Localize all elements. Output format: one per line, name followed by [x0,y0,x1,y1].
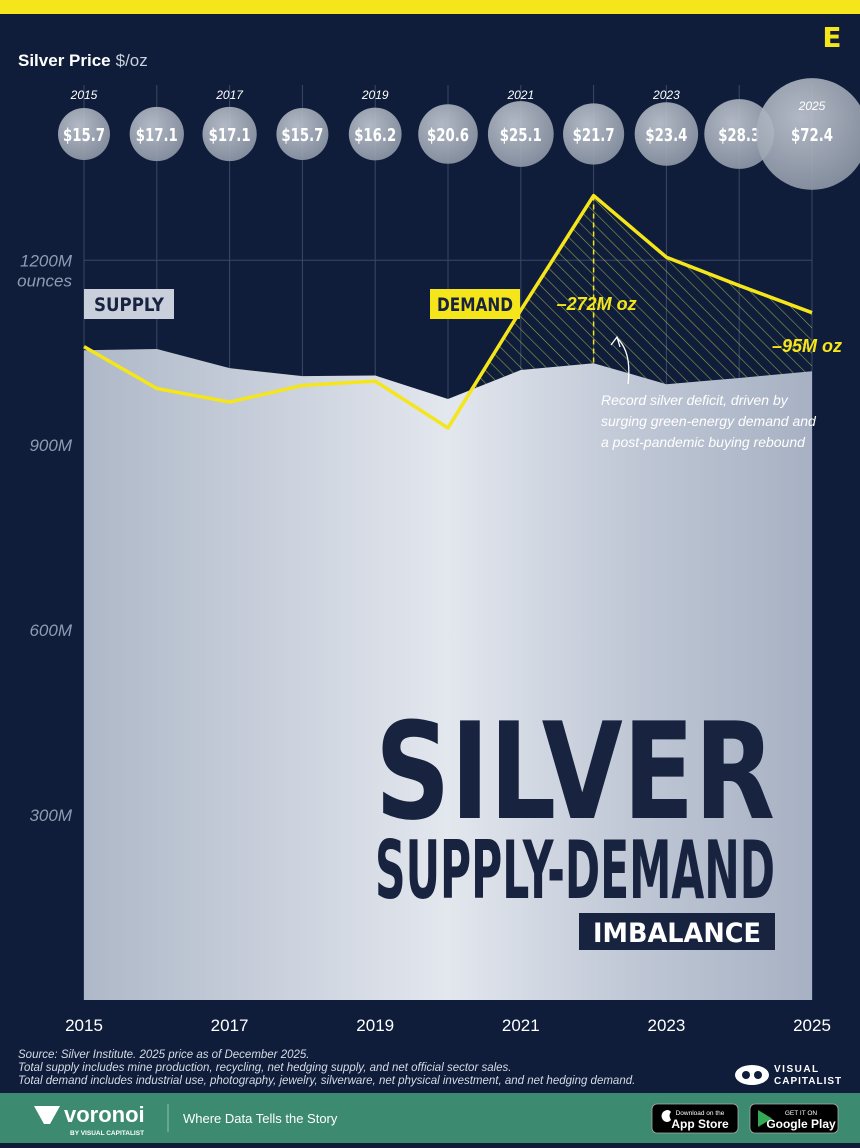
title: SILVER [375,694,775,850]
deficit-hatch [84,195,812,428]
y-tick-label: 900M [29,436,72,455]
logo: E [822,21,841,54]
x-tick-label: 2021 [502,1016,540,1035]
bubble-year-label: 2015 [70,88,98,102]
price-label: $21.7 [573,125,615,146]
voronoi-icon [34,1106,60,1124]
annotation-arrow [616,337,630,385]
price-bubble [704,99,775,169]
price-label: $28.3 [718,125,760,146]
brand-icon-eye [742,1071,750,1079]
price-label: $16.2 [354,125,396,146]
price-label: $23.4 [645,125,687,146]
app-store-label: App Store [671,1117,729,1131]
app-store-button[interactable] [651,1103,739,1134]
google-play-button[interactable] [749,1103,839,1134]
x-tick-label: 2023 [647,1016,685,1035]
apple-icon [661,1110,671,1122]
price-bubble [276,108,329,160]
brand-icon [735,1065,769,1085]
demand-label-box [430,289,520,319]
x-tick-label: 2025 [793,1016,831,1035]
subtitle-box [579,913,775,950]
annotation-note: surging green-energy demand and [601,413,817,429]
annotation-arrowhead [610,335,621,348]
demand-label: DEMAND [437,294,513,316]
source-note: Source: Silver Institute. 2025 price as … [18,1049,310,1061]
play-icon [758,1110,772,1127]
y-tick-label: 300M [29,806,72,825]
subtitle2: IMBALANCE [593,918,761,949]
price-bubble [563,103,625,165]
deficit-label: –272M oz [557,294,637,314]
app-store-small: Download on the [676,1110,725,1117]
bubble-year-label: 2017 [215,88,244,102]
bubble-year-label: 2023 [652,88,680,102]
subtitle: SUPPLY-DEMAND [375,824,775,917]
y-tick-label: 600M [29,621,72,640]
price-bubble [756,78,860,190]
y-tick-label: 1200M [20,251,73,270]
price-label: $17.1 [136,125,178,146]
supply-label-box [84,289,174,319]
demand-line [83,193,813,430]
top-bar [0,0,860,14]
supply-note: Total supply includes mine production, r… [18,1062,512,1074]
bubble-year-label: 2019 [361,88,389,102]
y-unit: ounces [17,271,72,290]
price-bubbles: $15.7 $17.1 $17.1 $15.7 $16.2 $20.6 $25.1 $21.7… [58,78,860,190]
price-heading: Silver Price $/oz [18,51,148,70]
annotation-note: a post-pandemic buying rebound [601,434,806,450]
price-label: $15.7 [281,125,323,146]
price-bubble [487,101,554,167]
price-bubble [418,104,478,164]
footer-by: BY VISUAL CAPITALIST [70,1130,144,1137]
footer-name: voronoi [64,1102,145,1127]
brand-line2: CAPITALIST [774,1076,842,1087]
x-tick-label: 2019 [356,1016,394,1035]
price-label: $17.1 [209,125,251,146]
price-bubble [634,102,699,166]
price-label: $72.4 [791,125,833,146]
price-bubble [129,106,184,162]
brand-icon-eye [754,1071,762,1079]
price-unit: $/oz [116,51,148,70]
demand-note: Total demand includes industrial use, ph… [18,1075,635,1087]
supply-label: SUPPLY [94,294,164,316]
price-label: $15.7 [63,125,105,146]
price-bubble [202,106,257,162]
footer-tagline: Where Data Tells the Story [183,1111,338,1126]
x-tick-label: 2017 [211,1016,249,1035]
price-bubble [348,107,402,161]
google-play-label: Google Play [766,1117,836,1131]
deficit-label: –95M oz [772,336,842,356]
bubble-year-label: 2021 [506,88,534,102]
price-bubble [58,108,110,160]
annotation-note: Record silver deficit, driven by [601,392,789,408]
price-label: $25.1 [500,125,542,146]
price-label: $20.6 [427,125,469,146]
google-play-small: GET IT ON [785,1110,818,1117]
brand-line1: VISUAL [774,1064,820,1075]
supply-area [84,349,812,1001]
price-label: Silver Price [18,51,111,70]
bubble-year-label: 2025 [798,99,826,113]
x-tick-label: 2015 [65,1016,103,1035]
